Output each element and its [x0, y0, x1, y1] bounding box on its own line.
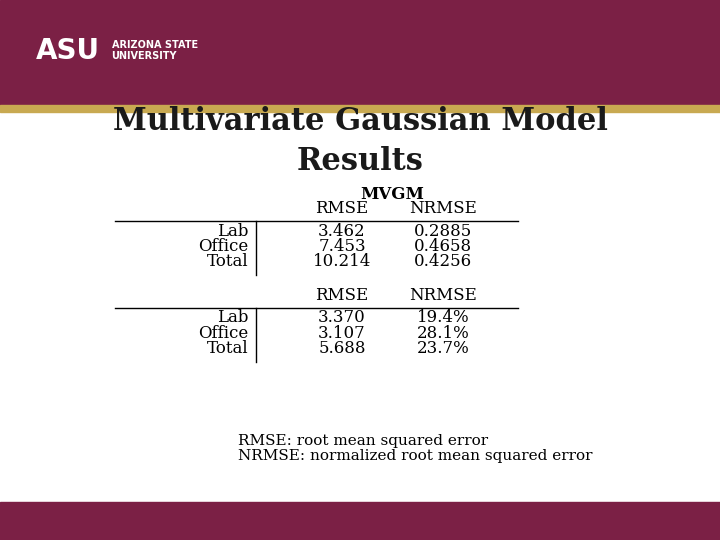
Text: 0.4256: 0.4256 [414, 253, 472, 270]
Bar [0, 0, 720, 105]
Text: Multivariate Gaussian Model: Multivariate Gaussian Model [112, 106, 608, 137]
Text: Total: Total [207, 340, 248, 356]
Point [251, 272, 260, 279]
Text: 23.7%: 23.7% [416, 340, 469, 356]
Text: Lab: Lab [217, 309, 248, 326]
Point [514, 305, 523, 311]
Text: 0.2885: 0.2885 [414, 223, 472, 240]
Text: 3.370: 3.370 [318, 309, 366, 326]
Text: NRMSE: normalized root mean squared error: NRMSE: normalized root mean squared erro… [238, 449, 592, 463]
Text: RMSE: RMSE [315, 287, 369, 303]
Text: 28.1%: 28.1% [416, 325, 469, 341]
Text: Office: Office [198, 238, 248, 255]
Text: 7.453: 7.453 [318, 238, 366, 255]
Text: 0.4658: 0.4658 [414, 238, 472, 255]
Text: RMSE: root mean squared error: RMSE: root mean squared error [238, 435, 487, 449]
Bar [0, 502, 720, 540]
Text: Office: Office [198, 325, 248, 341]
Text: 3.107: 3.107 [318, 325, 366, 341]
Text: NRMSE: NRMSE [409, 287, 477, 303]
Point [514, 218, 523, 225]
Text: NRMSE: NRMSE [409, 200, 477, 217]
Point [251, 359, 260, 365]
Text: 19.4%: 19.4% [416, 309, 469, 326]
Text: MVGM: MVGM [361, 186, 424, 202]
Text: ASU: ASU [36, 37, 100, 65]
Point [111, 218, 120, 225]
Text: 5.688: 5.688 [318, 340, 366, 356]
Text: UNIVERSITY: UNIVERSITY [112, 51, 177, 60]
Text: 10.214: 10.214 [312, 253, 372, 270]
Point [251, 305, 260, 311]
Bar [0, 105, 720, 112]
Text: 3.462: 3.462 [318, 223, 366, 240]
Text: RMSE: RMSE [315, 200, 369, 217]
Point [111, 305, 120, 311]
Text: ARIZONA STATE: ARIZONA STATE [112, 40, 198, 50]
Point [251, 218, 260, 225]
Text: Lab: Lab [217, 223, 248, 240]
Text: Total: Total [207, 253, 248, 270]
Text: Results: Results [297, 146, 423, 177]
